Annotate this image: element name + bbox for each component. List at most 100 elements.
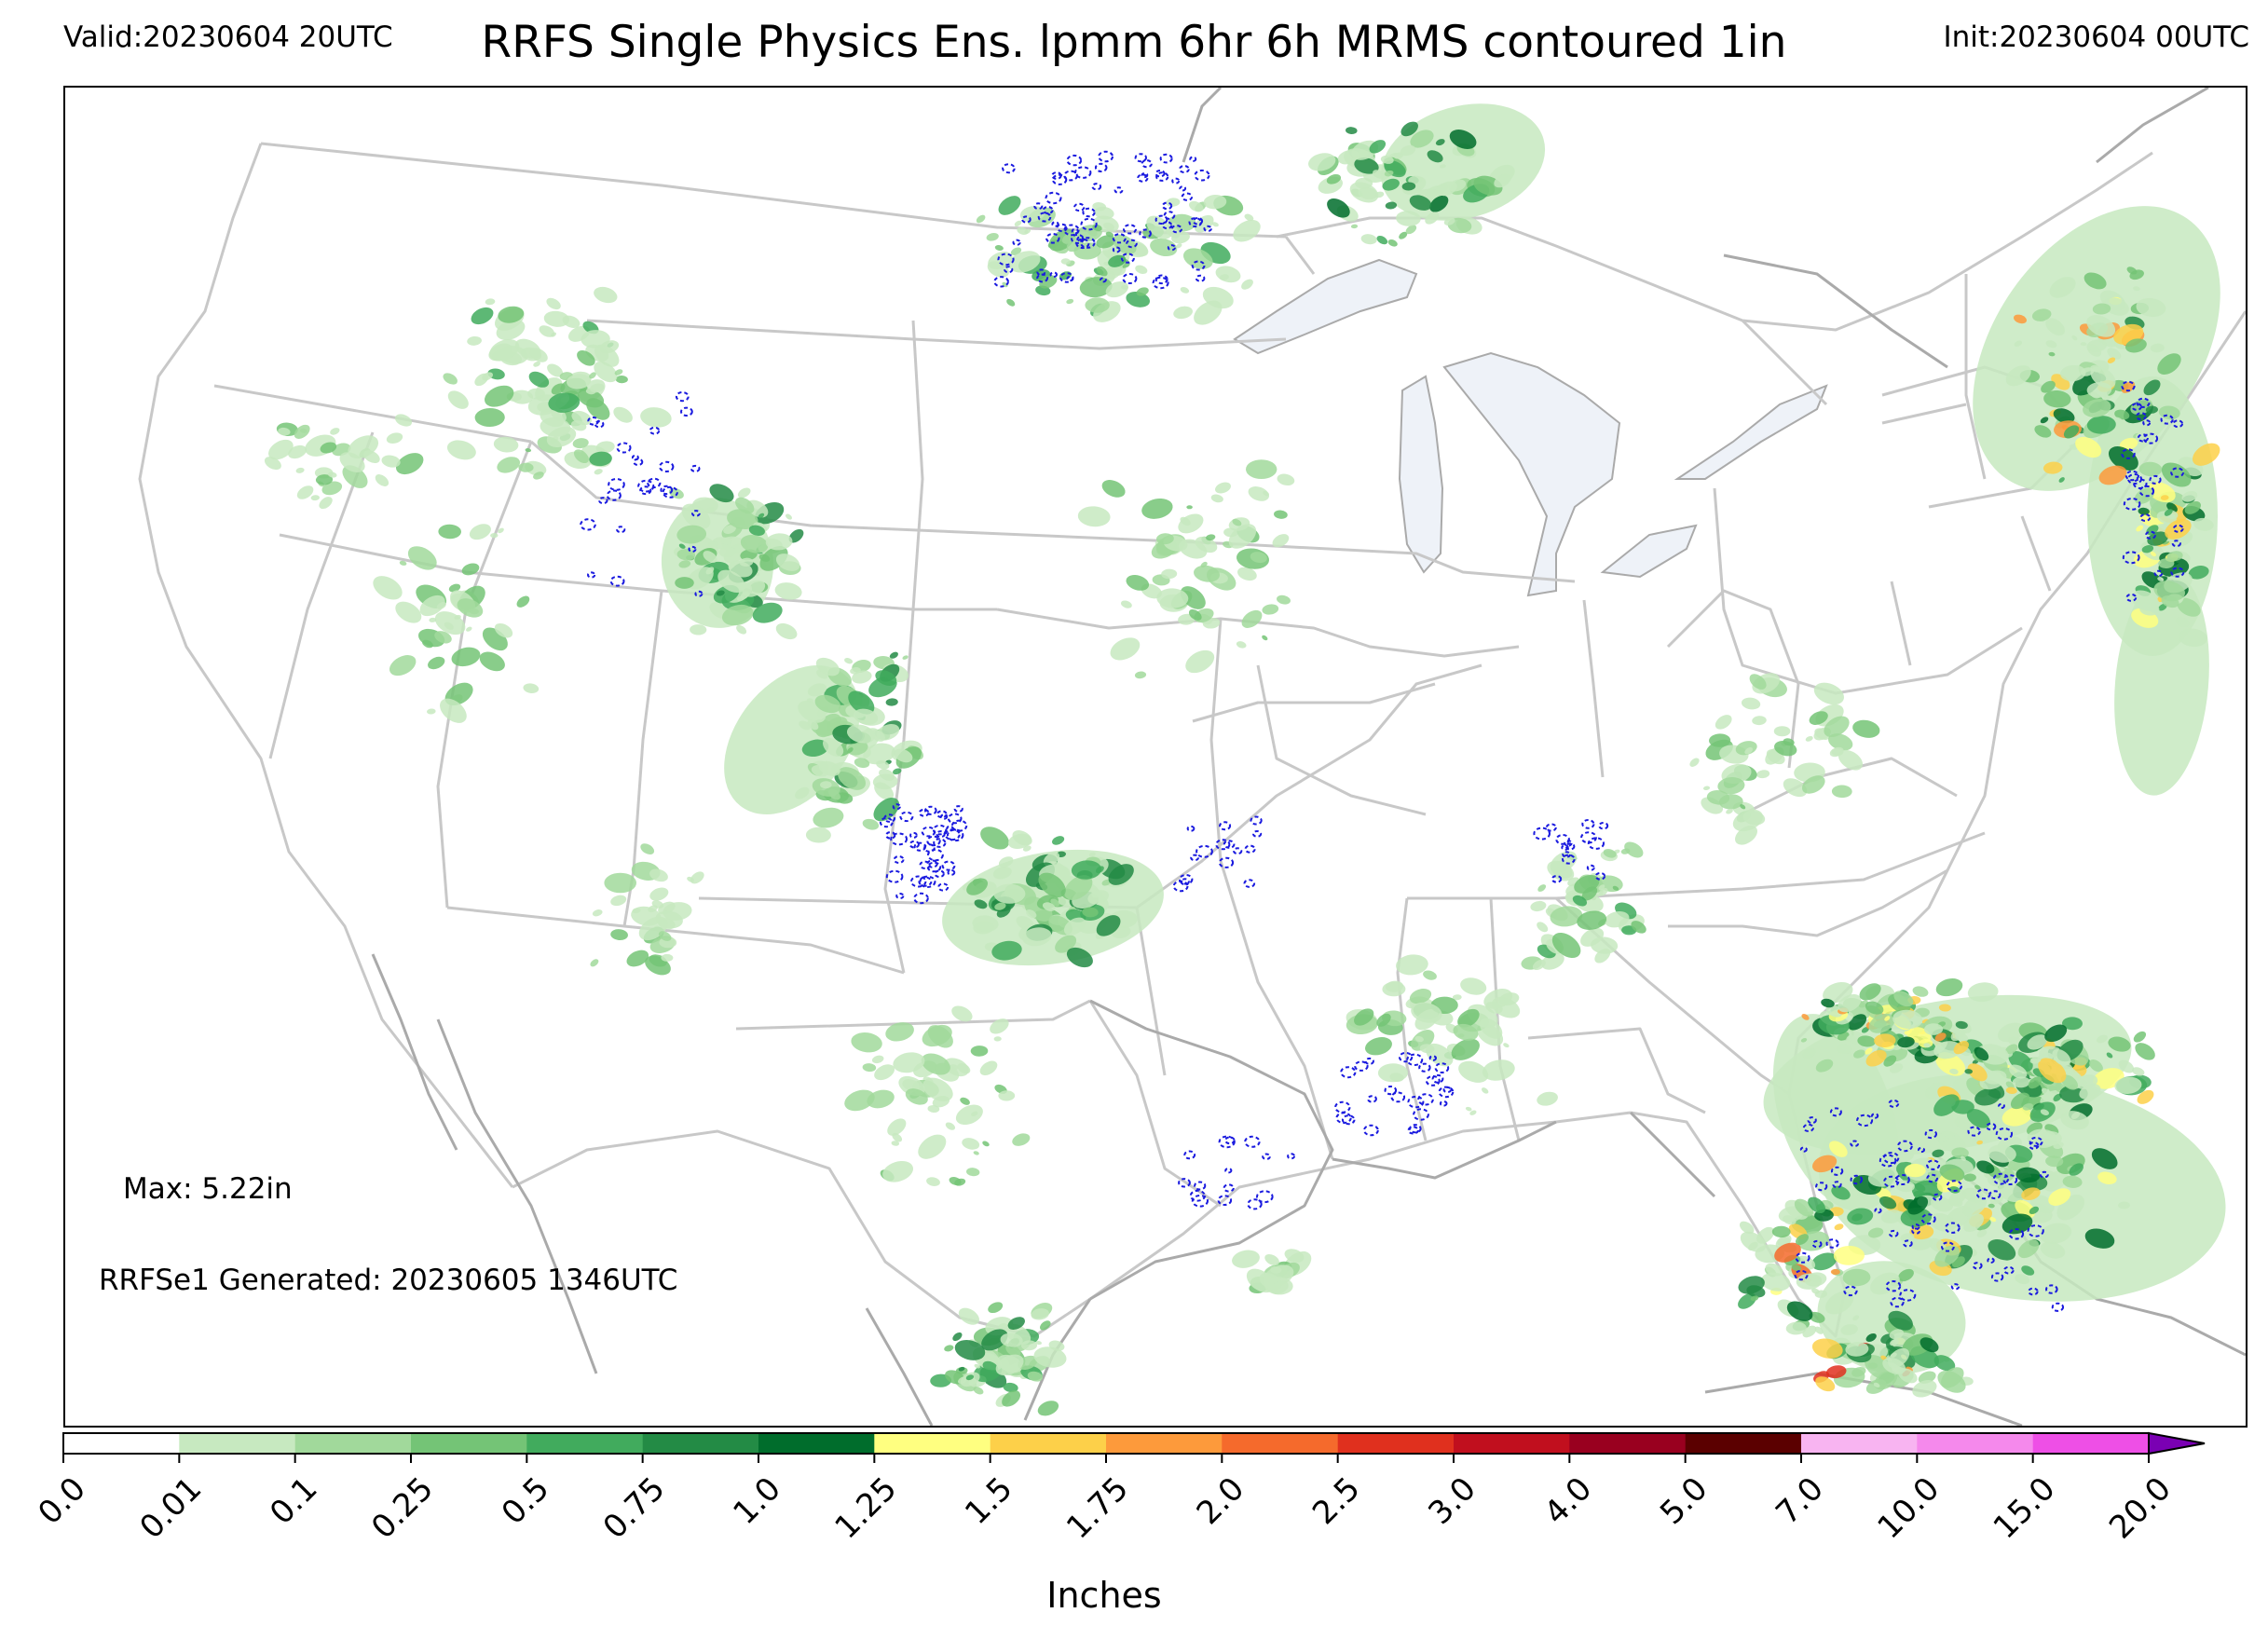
precip-cell-4-0 bbox=[1006, 298, 1016, 307]
mrms-contour-6-24 bbox=[2136, 397, 2151, 408]
precip-cell-10-47 bbox=[1376, 1013, 1391, 1027]
precip-cell-13-80 bbox=[2005, 1044, 2018, 1055]
precip-cell-17-77 bbox=[2083, 399, 2111, 417]
precip-cell-2-64 bbox=[807, 683, 827, 697]
precip-cell-1-53 bbox=[721, 604, 754, 626]
precip-cell-6-56 bbox=[1263, 490, 1269, 497]
precip-cell-18-68 bbox=[2146, 525, 2159, 536]
precip-cell-17-56 bbox=[2084, 272, 2107, 290]
precip-cell-1-58 bbox=[709, 484, 734, 503]
precip-cell-15-33 bbox=[1774, 1242, 1801, 1263]
precip-cell-5-38 bbox=[1326, 173, 1342, 184]
precip-cell-6-24 bbox=[1274, 510, 1288, 519]
precip-cell-14-133 bbox=[2015, 1274, 2030, 1285]
precip-cell-4-57 bbox=[994, 245, 1004, 251]
state-border-29 bbox=[1666, 589, 1800, 769]
mrms-contour-1-12 bbox=[953, 805, 963, 813]
precip-cell-3-89 bbox=[1022, 845, 1032, 852]
precip-cell-18-3 bbox=[2179, 628, 2207, 648]
colorbar-swatches bbox=[62, 1431, 2206, 1456]
precip-cell-14-137 bbox=[1976, 1160, 1995, 1174]
precip-cell-14-131 bbox=[1867, 1227, 1884, 1238]
precip-cell-1-64 bbox=[729, 563, 736, 569]
precip-cell-1-73 bbox=[736, 595, 745, 601]
precip-cell-4-69 bbox=[976, 214, 986, 224]
precip-cell-2-2 bbox=[863, 743, 895, 765]
precip-cell-20-16 bbox=[315, 474, 334, 485]
state-border-34 bbox=[1890, 581, 1912, 666]
precip-cell-6-33 bbox=[1156, 533, 1174, 545]
precip-cell-6-57 bbox=[1156, 588, 1189, 608]
mrms-contour-0-42 bbox=[1194, 169, 1210, 182]
precip-cell-0-84 bbox=[589, 451, 612, 467]
precip-cell-4-73 bbox=[1211, 222, 1219, 227]
precip-cell-1-62 bbox=[676, 549, 696, 561]
precip-cell-22-11 bbox=[1264, 1253, 1279, 1266]
mrms-contour-6-5 bbox=[2133, 478, 2148, 490]
precip-cell-4-2 bbox=[1166, 198, 1181, 207]
precip-cell-20-5 bbox=[319, 497, 333, 510]
precip-cell-17-82 bbox=[2125, 338, 2147, 353]
state-border-19 bbox=[1088, 1000, 1222, 1208]
mrms-contour-8-5 bbox=[1194, 1181, 1207, 1191]
precip-cell-7-6 bbox=[885, 1022, 914, 1042]
precip-cell-14-82 bbox=[1988, 1203, 1995, 1209]
precip-cell-3-78 bbox=[1096, 915, 1121, 936]
precip-cell-13-103 bbox=[2044, 1024, 2068, 1043]
precip-cell-10-33 bbox=[1423, 970, 1437, 980]
mrms-contour-4-23 bbox=[1367, 1095, 1377, 1103]
precip-cell-15-47 bbox=[1796, 1234, 1809, 1246]
mrms-contour-8-8 bbox=[1191, 1195, 1209, 1208]
precip-cell-8-58 bbox=[1002, 1390, 1021, 1407]
precip-cell-3-80 bbox=[1071, 860, 1102, 880]
precip-cell-1-23 bbox=[774, 582, 802, 600]
precip-cell-13-62 bbox=[2022, 1103, 2033, 1111]
precip-cell-4-71 bbox=[1085, 297, 1110, 313]
mrms-contour-7-4 bbox=[680, 406, 693, 417]
lake-1 bbox=[1398, 375, 1444, 574]
precip-cell-6-59 bbox=[1250, 552, 1267, 564]
precip-cell-5-60 bbox=[1382, 178, 1400, 191]
mrms-contour-1-28 bbox=[910, 875, 927, 888]
precip-cell-14-129 bbox=[2118, 1201, 2130, 1210]
precip-cell-9-45 bbox=[1551, 932, 1581, 959]
precip-cell-13-92 bbox=[1964, 1069, 1973, 1074]
colorbar-tick-label-17: 15.0 bbox=[1987, 1470, 2063, 1547]
precip-cell-2-36 bbox=[876, 760, 890, 770]
precip-cell-13-101 bbox=[2005, 1086, 2017, 1095]
mrms-contour-0-18 bbox=[1161, 201, 1173, 211]
mrms-contour-6-18 bbox=[2136, 412, 2147, 421]
precip-cell-21-27 bbox=[658, 931, 672, 941]
precip-cell-10-44 bbox=[1453, 1023, 1479, 1041]
precip-cell-2-63 bbox=[894, 748, 913, 763]
precip-cell-4-18 bbox=[1233, 219, 1261, 242]
mrms-contour-5-18 bbox=[2029, 1136, 2043, 1147]
mrms-contour-1-15 bbox=[892, 803, 901, 811]
precip-cell-12-10 bbox=[1967, 982, 1999, 1003]
precip-cell-7-23 bbox=[871, 1055, 884, 1064]
state-border-36 bbox=[1881, 403, 1967, 425]
precip-cell-1-40 bbox=[727, 509, 758, 530]
precip-shield-2 bbox=[2114, 572, 2209, 796]
precip-cell-15-10 bbox=[1760, 1272, 1791, 1292]
mrms-contour-7-1 bbox=[598, 497, 608, 505]
precip-cell-4-54 bbox=[1105, 231, 1114, 238]
mrms-contour-6-14 bbox=[2170, 467, 2185, 478]
precip-cell-17-42 bbox=[2108, 446, 2138, 471]
precip-cell-0-55 bbox=[566, 374, 591, 390]
state-border-17 bbox=[1136, 663, 1482, 909]
mrms-contour-8-1 bbox=[1183, 1150, 1196, 1160]
precip-cell-6-1 bbox=[1215, 482, 1231, 494]
mrms-contour-1-11 bbox=[923, 843, 936, 853]
colorbar-bin-2 bbox=[294, 1433, 412, 1454]
precip-cell-19-14 bbox=[498, 527, 504, 534]
precip-cell-18-43 bbox=[2193, 517, 2214, 531]
mrms-contour-3-7 bbox=[1598, 822, 1609, 830]
precip-cell-10-46 bbox=[1411, 1002, 1442, 1023]
mrms-contour-0-62 bbox=[1059, 272, 1074, 283]
precip-cell-10-49 bbox=[1481, 1087, 1489, 1094]
state-border-14 bbox=[735, 999, 1091, 1031]
precip-cell-3-87 bbox=[1108, 864, 1134, 885]
precip-cell-1-57 bbox=[716, 590, 725, 596]
mrms-contour-5-29 bbox=[1990, 1272, 2004, 1282]
